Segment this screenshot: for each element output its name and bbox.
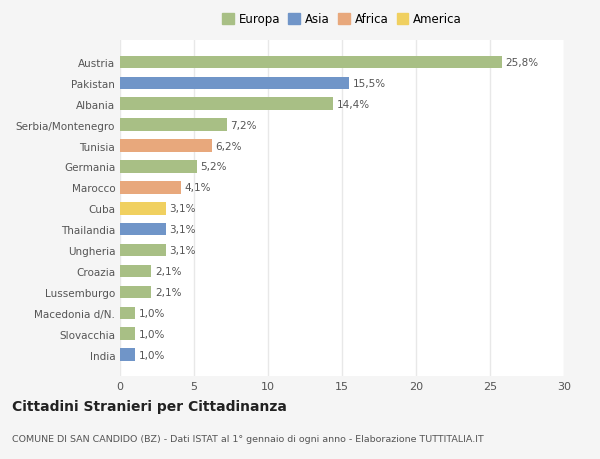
Text: 3,1%: 3,1%: [170, 246, 196, 256]
Text: 3,1%: 3,1%: [170, 204, 196, 214]
Text: 5,2%: 5,2%: [200, 162, 227, 172]
Bar: [120, 286, 151, 298]
Bar: [120, 119, 227, 132]
Text: 1,0%: 1,0%: [139, 350, 165, 360]
Text: 14,4%: 14,4%: [337, 100, 370, 110]
Bar: [120, 140, 212, 152]
Text: Cittadini Stranieri per Cittadinanza: Cittadini Stranieri per Cittadinanza: [12, 399, 287, 413]
Bar: [120, 78, 349, 90]
Bar: [120, 224, 166, 236]
Bar: [120, 202, 166, 215]
Bar: [120, 161, 197, 174]
Bar: [120, 182, 181, 194]
Text: 4,1%: 4,1%: [184, 183, 211, 193]
Text: 25,8%: 25,8%: [506, 58, 539, 68]
Bar: [120, 265, 151, 278]
Bar: [120, 349, 135, 361]
Bar: [120, 307, 135, 319]
Bar: [120, 244, 166, 257]
Text: 2,1%: 2,1%: [155, 287, 181, 297]
Bar: [120, 98, 333, 111]
Text: 2,1%: 2,1%: [155, 266, 181, 276]
Bar: [120, 56, 502, 69]
Text: COMUNE DI SAN CANDIDO (BZ) - Dati ISTAT al 1° gennaio di ogni anno - Elaborazion: COMUNE DI SAN CANDIDO (BZ) - Dati ISTAT …: [12, 434, 484, 443]
Text: 7,2%: 7,2%: [230, 120, 257, 130]
Text: 6,2%: 6,2%: [215, 141, 242, 151]
Text: 1,0%: 1,0%: [139, 308, 165, 318]
Text: 3,1%: 3,1%: [170, 225, 196, 235]
Bar: [120, 328, 135, 340]
Text: 15,5%: 15,5%: [353, 78, 386, 89]
Legend: Europa, Asia, Africa, America: Europa, Asia, Africa, America: [220, 11, 464, 29]
Text: 1,0%: 1,0%: [139, 329, 165, 339]
